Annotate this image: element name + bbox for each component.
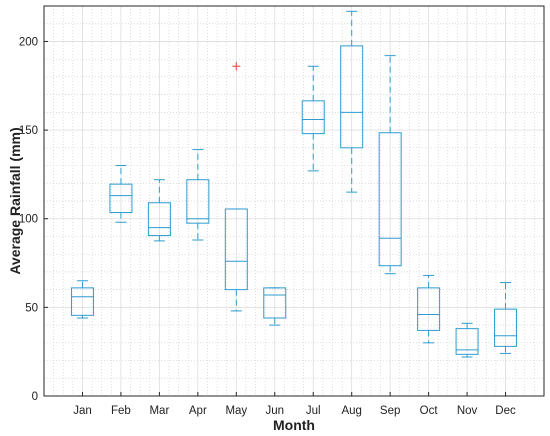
- interquartile-box: [340, 45, 364, 149]
- y-tick-label: 100: [19, 214, 38, 226]
- interquartile-box: [455, 328, 479, 355]
- x-tick-label-jun: Jun: [265, 405, 284, 417]
- minor-grid: [44, 6, 544, 396]
- box-jun: [263, 287, 287, 326]
- box-jul: [301, 65, 325, 172]
- interquartile-box: [109, 183, 133, 214]
- y-axis-title: Average Rainfall (mm): [7, 127, 23, 274]
- x-tick-label-sep: Sep: [380, 405, 400, 417]
- x-tick-label-may: May: [225, 405, 247, 417]
- box-may: [224, 62, 248, 312]
- plot-area-frame: [43, 5, 545, 397]
- x-tick-label-apr: Apr: [189, 405, 207, 417]
- outlier-marker: [232, 62, 241, 71]
- box-dec: [494, 282, 518, 354]
- interquartile-box: [301, 100, 325, 135]
- x-tick-label-dec: Dec: [495, 405, 516, 417]
- y-tick-label: 200: [19, 36, 38, 48]
- interquartile-box: [147, 202, 171, 237]
- x-tick-label-feb: Feb: [111, 405, 131, 417]
- interquartile-box: [263, 287, 287, 319]
- x-axis-ticks: Jan Feb Mar Apr May Jun Jul Aug Sep Oct Nov Dec: [73, 392, 516, 417]
- box-jan: [70, 280, 94, 319]
- x-axis-title: Month: [273, 417, 315, 433]
- y-tick-label: 0: [32, 391, 38, 403]
- interquartile-box: [417, 287, 441, 331]
- interquartile-box: [186, 179, 210, 224]
- box-nov: [455, 322, 479, 358]
- y-tick-label: 50: [25, 302, 38, 314]
- box-aug: [340, 10, 364, 193]
- interquartile-box: [378, 132, 402, 267]
- y-tick-label: 150: [19, 125, 38, 137]
- box-oct: [417, 274, 441, 344]
- x-tick-label-jan: Jan: [73, 405, 92, 417]
- box-feb: [109, 165, 133, 223]
- box-mar: [147, 179, 171, 242]
- major-grid: [44, 6, 544, 396]
- box-sep: [378, 55, 402, 275]
- x-tick-label-mar: Mar: [149, 405, 169, 417]
- box-apr: [186, 149, 210, 241]
- x-tick-label-oct: Oct: [420, 405, 439, 417]
- interquartile-box: [70, 287, 94, 316]
- box-series: [70, 10, 518, 358]
- interquartile-box: [494, 308, 518, 347]
- x-tick-label-nov: Nov: [457, 405, 478, 417]
- x-tick-label-jul: Jul: [306, 405, 321, 417]
- x-tick-label-aug: Aug: [341, 405, 361, 417]
- y-axis-ticks: 0 50 100 150 200: [19, 36, 48, 403]
- interquartile-box: [224, 208, 248, 291]
